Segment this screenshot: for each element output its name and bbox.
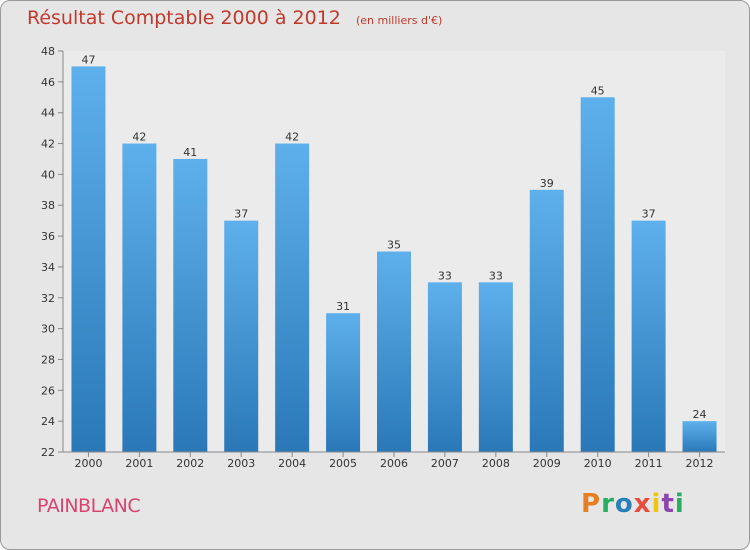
x-tick-label-2004: 2004 (278, 457, 306, 470)
x-tick-label-2000: 2000 (74, 457, 102, 470)
x-tick-label-2005: 2005 (329, 457, 357, 470)
y-tick-label: 30 (41, 323, 55, 336)
bar-2006 (377, 251, 411, 452)
logo-letter: r (601, 489, 615, 519)
y-tick-label: 46 (41, 76, 55, 89)
logo-letter: x (633, 489, 652, 519)
bar-2011 (631, 220, 666, 452)
unit-note: (en milliers d'€) (355, 14, 443, 27)
x-tick-label-2001: 2001 (125, 457, 153, 470)
y-tick-label: 40 (41, 168, 55, 181)
bar-2001 (122, 143, 157, 453)
bar-2003 (224, 220, 259, 452)
data-label-2005: 31 (336, 300, 350, 313)
title-text: Résultat Comptable 2000 à 2012 (27, 7, 341, 29)
data-label-2003: 37 (234, 208, 248, 221)
x-tick-label-2003: 2003 (227, 457, 255, 470)
data-label-2008: 33 (489, 269, 503, 282)
bar-2000 (71, 66, 106, 452)
x-tick-label-2011: 2011 (635, 457, 663, 470)
x-tick-label-2006: 2006 (380, 457, 408, 470)
y-tick-label: 22 (41, 446, 55, 459)
bar-2008 (478, 282, 513, 452)
chart-title: Résultat Comptable 2000 à 2012 (en milli… (27, 7, 442, 29)
y-tick-label: 34 (41, 261, 55, 274)
proxiti-logo: Proxiti (581, 489, 685, 519)
bar-2002 (173, 158, 208, 452)
logo-letter: i (651, 489, 662, 519)
y-tick-label: 36 (41, 230, 55, 243)
logo-letter: o (614, 489, 634, 519)
y-tick-label: 42 (41, 138, 55, 151)
y-tick-label: 24 (41, 415, 55, 428)
data-label-2004: 42 (285, 131, 299, 144)
data-label-2000: 47 (81, 53, 95, 66)
data-label-2007: 33 (438, 269, 452, 282)
bar-2010 (580, 97, 615, 453)
data-label-2002: 41 (183, 146, 197, 159)
x-tick-label-2009: 2009 (533, 457, 561, 470)
x-tick-label-2002: 2002 (176, 457, 204, 470)
x-tick-label-2007: 2007 (431, 457, 459, 470)
bar-2007 (427, 282, 462, 452)
y-axis: 22 24 26 28 30 32 34 36 38 40 42 44 46 48 (41, 45, 64, 459)
x-tick-label-2010: 2010 (584, 457, 612, 470)
y-tick-label: 44 (41, 107, 55, 120)
x-axis: 2000 2001 2002 2003 2004 2005 2006 2007 2008 2009… (63, 451, 725, 470)
commune-name: PAINBLANC (37, 495, 141, 517)
bar-2009 (529, 189, 564, 453)
bars-group: 47 42 41 37 42 31 35 33 33 39 45 37 24 (71, 53, 717, 453)
y-tick-label: 28 (41, 353, 55, 366)
logo-letter: t (661, 489, 675, 519)
y-tick-label: 38 (41, 199, 55, 212)
data-label-2011: 37 (642, 208, 656, 221)
bar-2012 (682, 421, 717, 452)
x-tick-label-2008: 2008 (482, 457, 510, 470)
logo-letter: i (674, 489, 685, 519)
data-label-2012: 24 (693, 408, 707, 421)
x-tick-label-2012: 2012 (686, 457, 714, 470)
data-label-2006: 35 (387, 239, 401, 252)
y-tick-label: 26 (41, 384, 55, 397)
data-label-2009: 39 (540, 177, 554, 190)
y-tick-label: 32 (41, 292, 55, 305)
data-label-2010: 45 (591, 84, 605, 97)
data-label-2001: 42 (132, 131, 146, 144)
bar-2004 (275, 143, 310, 453)
y-tick-label: 48 (41, 45, 55, 58)
bar-2005 (326, 313, 361, 452)
logo-letter: P (581, 489, 602, 519)
